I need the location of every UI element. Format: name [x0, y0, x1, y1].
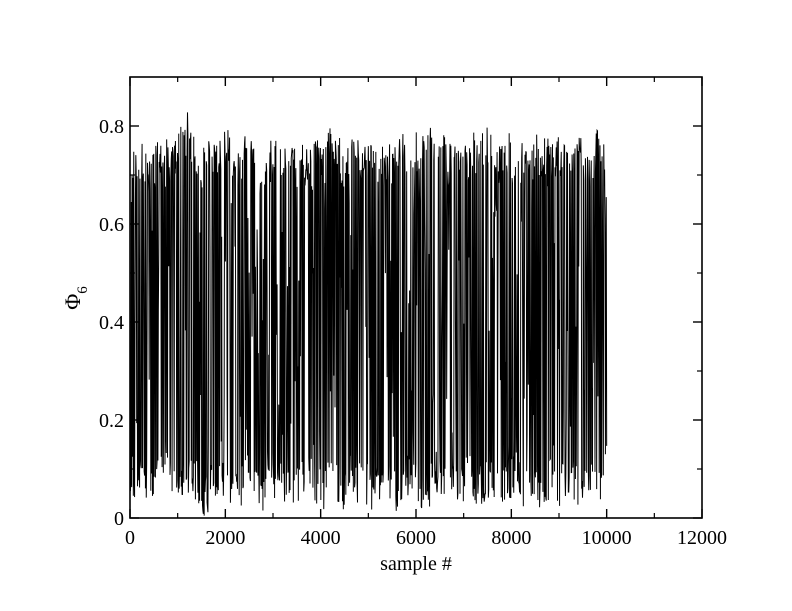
y-tick-label: 0: [114, 508, 124, 530]
x-tick-label: 8000: [491, 527, 531, 549]
x-tick-label: 6000: [396, 527, 436, 549]
x-axis-label: sample #: [380, 553, 452, 575]
x-tick-label: 10000: [582, 527, 632, 549]
y-tick-label: 0.8: [99, 116, 124, 138]
series-layer: [129, 112, 608, 516]
x-tick-label: 0: [125, 527, 135, 549]
y-axis-label-subscript: 6: [75, 286, 91, 294]
tick-label-layer: 0 2000 4000 6000 8000 10000 12000 0 0.2 0.4 0.6 0.8: [99, 116, 727, 549]
y-axis-label: Φ6: [60, 286, 91, 310]
series-line: [129, 112, 608, 516]
y-axis-label-symbol: Φ: [60, 294, 85, 310]
y-tick-label: 0.2: [99, 410, 124, 432]
x-tick-label: 2000: [205, 527, 245, 549]
y-tick-label: 0.6: [99, 214, 124, 236]
x-tick-label: 12000: [677, 527, 727, 549]
x-tick-label: 4000: [301, 527, 341, 549]
tick-layer: [129, 77, 703, 519]
y-tick-label: 0.4: [99, 312, 124, 334]
